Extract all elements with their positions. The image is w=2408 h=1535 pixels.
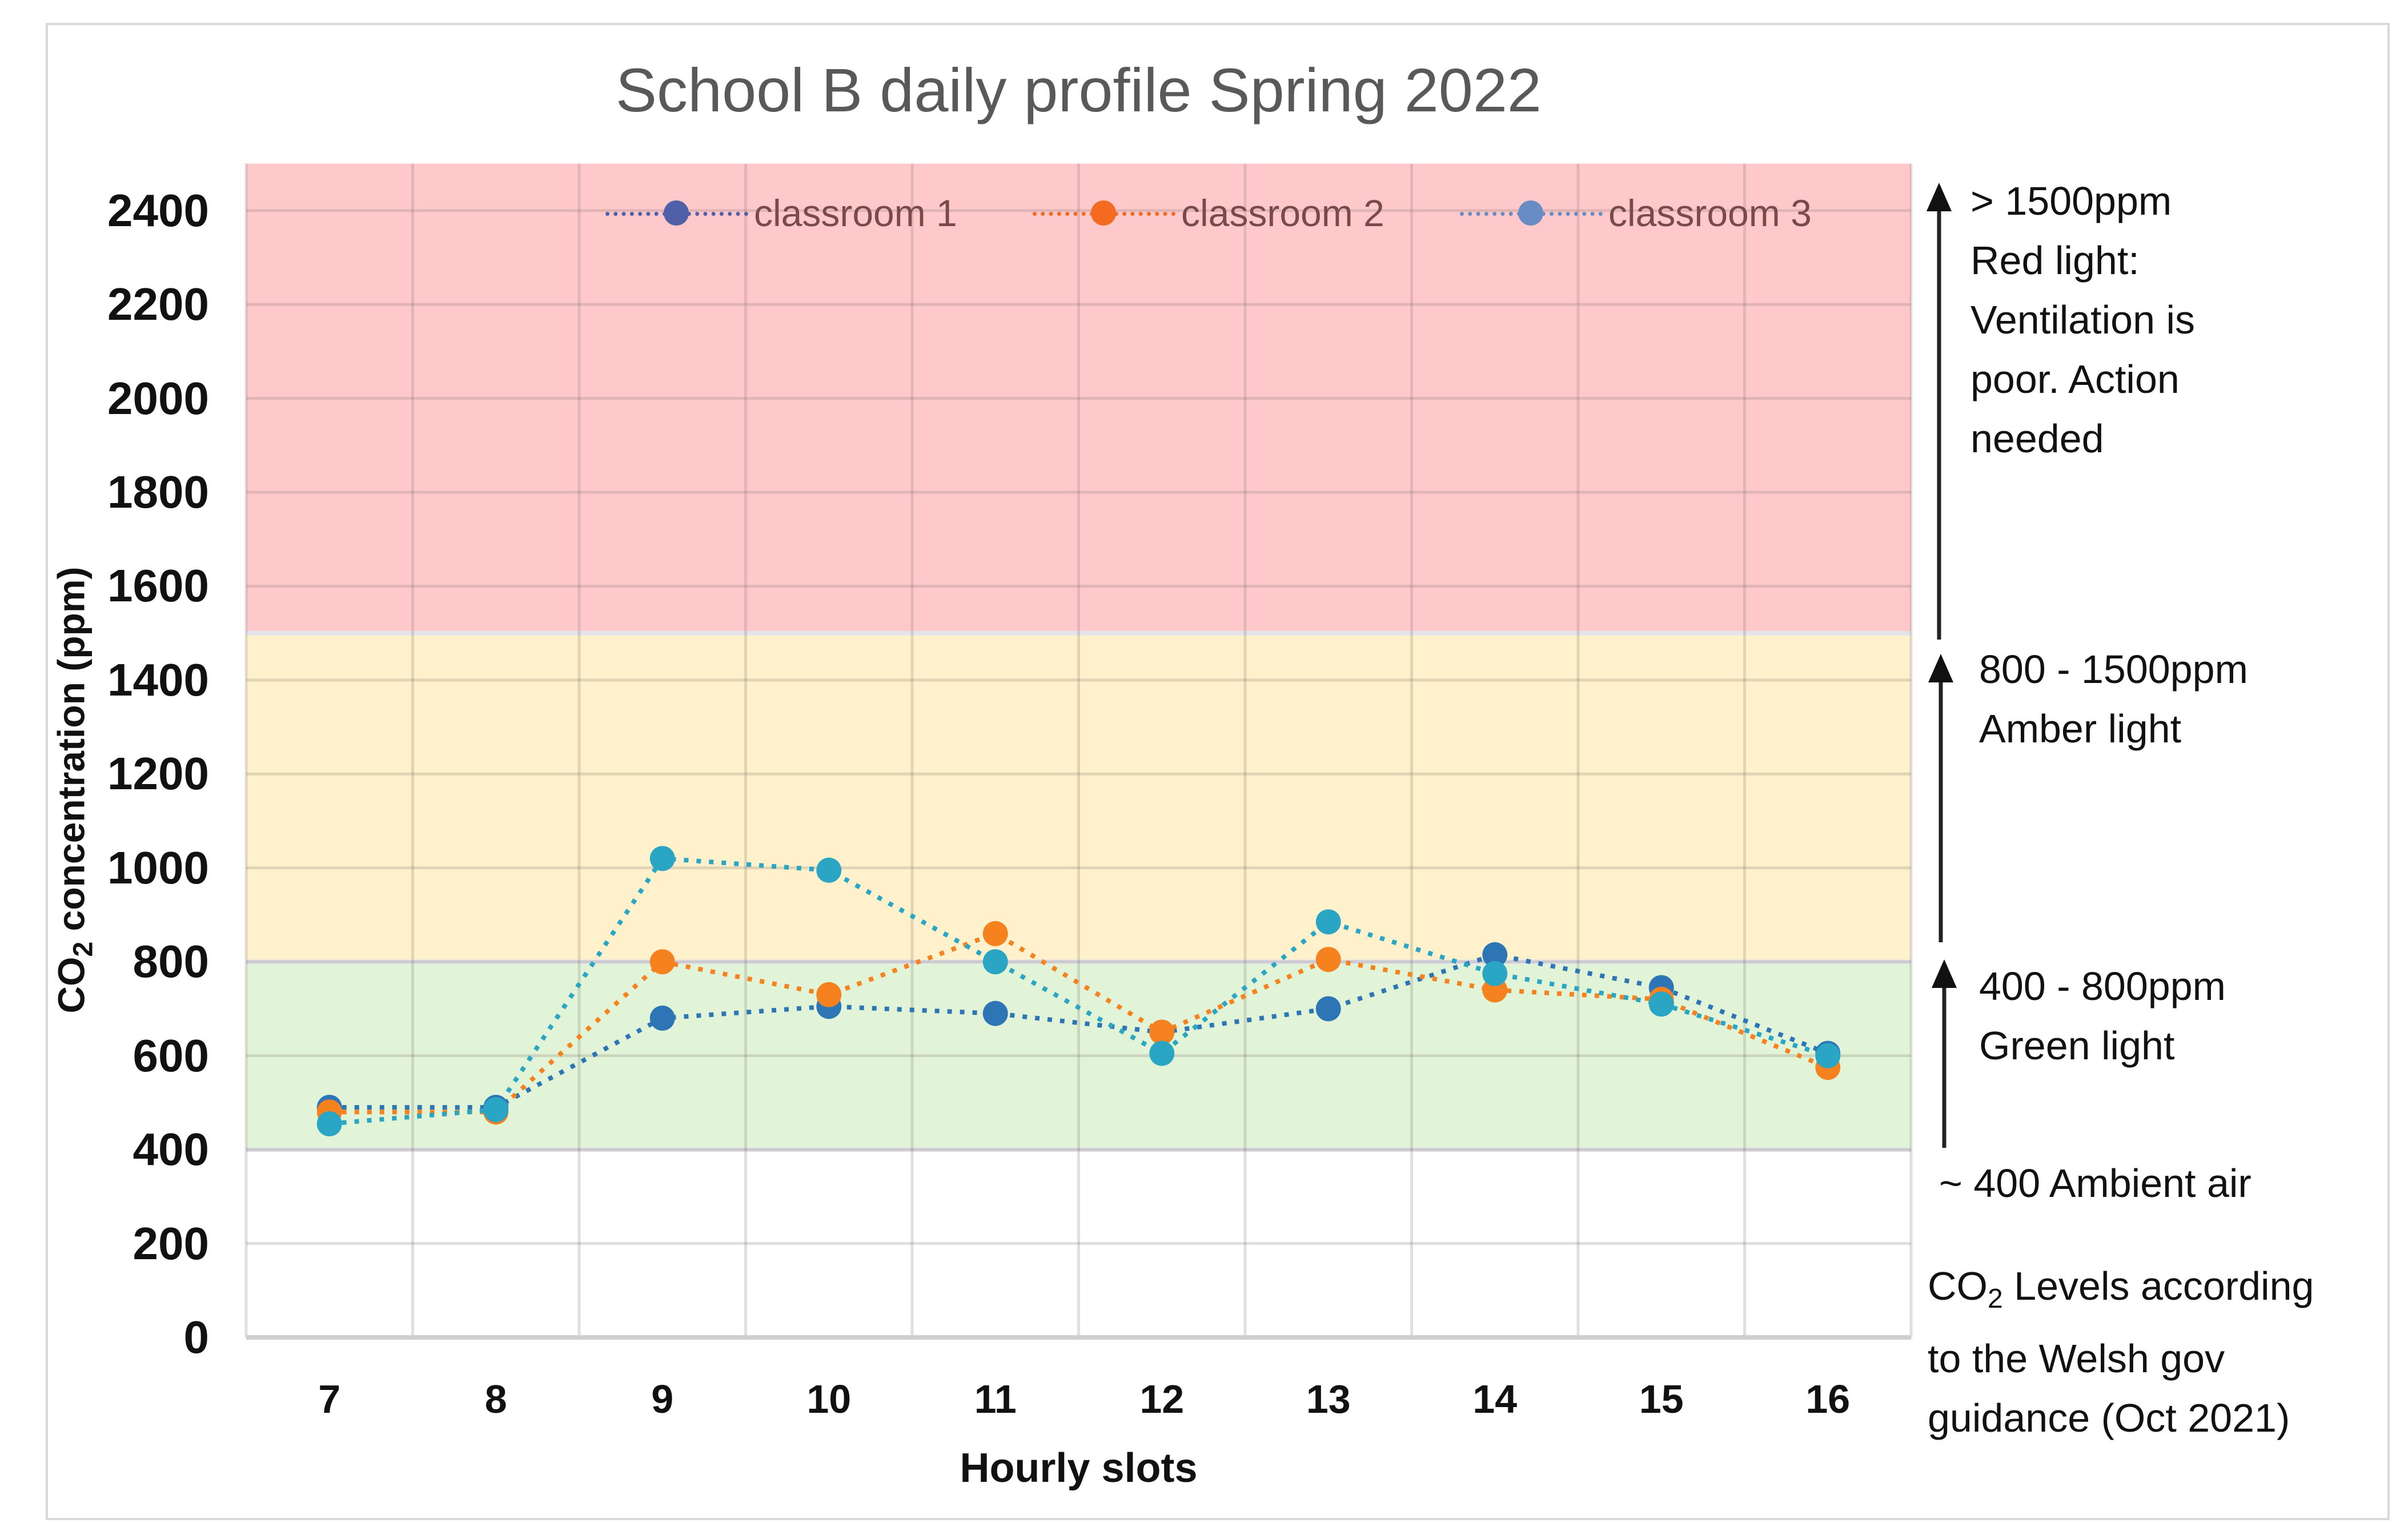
- x-tick-label: 16: [1805, 1377, 1851, 1421]
- x-tick-label: 8: [484, 1377, 507, 1421]
- data-point[interactable]: [1648, 991, 1674, 1017]
- data-point[interactable]: [816, 982, 842, 1007]
- data-point[interactable]: [816, 857, 842, 883]
- data-point[interactable]: [483, 1097, 509, 1123]
- y-tick-label: 1200: [107, 748, 209, 799]
- legend-item-classroom-2[interactable]: classroom 2: [1033, 191, 1384, 235]
- x-tick-label: 13: [1306, 1377, 1351, 1421]
- y-tick-label: 1800: [107, 467, 209, 518]
- co-text: CO: [1928, 1264, 1988, 1308]
- y-tick-label: 1000: [107, 842, 209, 893]
- y-axis-title-co: CO: [50, 957, 93, 1014]
- data-point[interactable]: [1482, 942, 1508, 967]
- x-tick-label: 10: [806, 1377, 852, 1421]
- series-line-classroom-3: [329, 856, 1829, 1126]
- data-point[interactable]: [1315, 947, 1341, 973]
- data-point[interactable]: [316, 1111, 342, 1136]
- annotation-ambient-air: ~ 400 Ambient air: [1939, 1161, 2252, 1206]
- legend-item-classroom-1[interactable]: classroom 1: [605, 191, 957, 235]
- y-tick-label: 0: [183, 1312, 210, 1363]
- y-tick-label: 2400: [107, 184, 209, 236]
- data-point[interactable]: [1149, 1019, 1175, 1045]
- annotation-line: > 1500ppm: [1970, 179, 2172, 223]
- band-red: [246, 163, 1911, 633]
- y-axis-title: CO2 concentration (ppm): [50, 505, 99, 1076]
- x-tick-label: 12: [1139, 1377, 1185, 1421]
- legend-item-classroom-3[interactable]: classroom 3: [1460, 191, 1812, 235]
- annotation-line: Red light:: [1970, 238, 2140, 283]
- data-point[interactable]: [1149, 1040, 1175, 1066]
- annotation-source: CO2 Levels according to the Welsh gov gu…: [1928, 1256, 2314, 1448]
- series-line-classroom-1: [329, 952, 1829, 1110]
- legend-label: classroom 3: [1608, 192, 1812, 234]
- threshold-bands: [246, 163, 1911, 1337]
- x-tick-label: 9: [651, 1377, 674, 1421]
- data-point[interactable]: [649, 949, 675, 975]
- subscript-2: 2: [1988, 1284, 2003, 1314]
- data-point[interactable]: [1482, 961, 1508, 986]
- series-line-classroom-2: [329, 931, 1829, 1115]
- y-tick-label: 2000: [107, 372, 209, 424]
- y-axis-title-rest: concentration (ppm): [50, 566, 93, 942]
- data-point[interactable]: [1815, 1043, 1841, 1068]
- y-tick-label: 200: [133, 1217, 209, 1269]
- data-series: [316, 846, 1841, 1136]
- x-axis-title: Hourly slots: [960, 1445, 1198, 1491]
- annotation-line: guidance (Oct 2021): [1928, 1396, 2290, 1440]
- annotation-line: to the Welsh gov: [1928, 1336, 2225, 1381]
- band-amber: [246, 633, 1911, 962]
- data-point[interactable]: [982, 921, 1008, 946]
- x-tick-label: 7: [318, 1377, 341, 1421]
- annotation-text: Levels according: [2002, 1264, 2314, 1308]
- threshold-arrows: [1927, 183, 1957, 1148]
- annotation-line: poor. Action: [1970, 357, 2180, 401]
- y-tick-label: 2200: [107, 279, 209, 330]
- x-tick-label: 11: [974, 1377, 1017, 1421]
- annotation-line: Amber light: [1979, 706, 2182, 751]
- legend-marker-classroom-1: [605, 199, 748, 227]
- data-point[interactable]: [649, 846, 675, 871]
- y-tick-label: 600: [133, 1030, 209, 1081]
- x-tick-label: 15: [1639, 1377, 1684, 1421]
- y-tick-label: 400: [133, 1124, 209, 1175]
- gridlines: [244, 163, 1913, 1340]
- data-point[interactable]: [982, 949, 1008, 975]
- data-point[interactable]: [1315, 909, 1341, 935]
- annotation-line: CO2 Levels according: [1928, 1256, 2314, 1329]
- annotation-line: Ventilation is: [1970, 298, 2196, 342]
- legend-label: classroom 2: [1181, 192, 1384, 234]
- data-point[interactable]: [982, 1000, 1008, 1026]
- y-tick-label: 800: [133, 936, 209, 987]
- y-tick-label: 1400: [107, 654, 209, 705]
- annotation-line: 800 - 1500ppm: [1979, 647, 2248, 692]
- x-tick-label: 14: [1472, 1377, 1518, 1421]
- annotation-green-light: 400 - 800ppm Green light: [1979, 957, 2226, 1075]
- annotation-line: needed: [1970, 416, 2104, 461]
- chart-title: School B daily profile Spring 2022: [615, 55, 1542, 124]
- legend-marker-classroom-3: [1460, 199, 1603, 227]
- y-tick-label: 1600: [107, 560, 209, 612]
- annotation-line: Green light: [1979, 1023, 2175, 1068]
- y-axis-title-subscript: 2: [68, 941, 99, 957]
- annotation-line: 400 - 800ppm: [1979, 964, 2226, 1008]
- legend-label: classroom 1: [754, 192, 957, 234]
- data-point[interactable]: [1315, 996, 1341, 1022]
- legend-marker-classroom-2: [1033, 199, 1175, 227]
- annotation-red-light: > 1500ppm Red light: Ventilation is poor…: [1970, 171, 2195, 468]
- band-green: [246, 962, 1911, 1150]
- annotation-amber-light: 800 - 1500ppm Amber light: [1979, 640, 2248, 758]
- data-point[interactable]: [649, 1005, 675, 1031]
